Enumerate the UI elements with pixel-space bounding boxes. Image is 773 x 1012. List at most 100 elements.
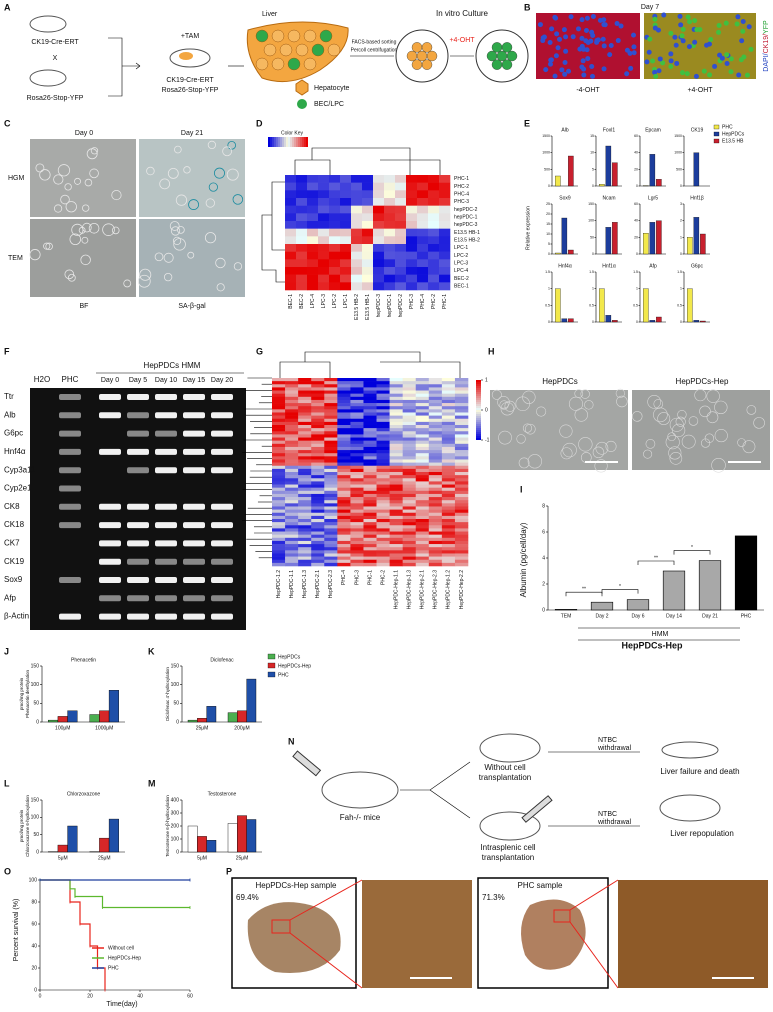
bar (206, 706, 217, 723)
heatmap-cell (311, 446, 325, 451)
cell (111, 189, 122, 201)
bar (643, 288, 649, 323)
heatmap-cell (417, 259, 429, 268)
y-axis-label: Phenacetin deethylation (25, 669, 30, 718)
y-tick-label: 60 (634, 202, 638, 206)
heatmap-cell (311, 428, 325, 432)
heatmap-cell (318, 175, 330, 183)
heatmap-cell (389, 547, 403, 551)
cell (232, 194, 244, 205)
heatmap-cell (441, 531, 456, 535)
significance: * (619, 584, 621, 590)
nucleus (644, 59, 650, 65)
label: 69.4% (236, 893, 259, 902)
heatmap-cell (402, 512, 417, 517)
heatmap-cell (311, 418, 325, 423)
heatmap-cell (298, 553, 312, 557)
heatmap-cell (402, 493, 417, 498)
color-scale (476, 424, 481, 426)
color-scale (476, 412, 481, 414)
heatmap-cell (350, 493, 364, 498)
heatmap-cell (402, 390, 417, 394)
heatmap-cell (363, 556, 377, 561)
heatmap-cell (285, 472, 299, 476)
heatmap-cell (373, 221, 385, 229)
cell (167, 167, 179, 179)
heatmap-cell (272, 522, 286, 526)
cell (592, 446, 605, 459)
heatmap-cell (428, 182, 440, 191)
heatmap-cell (389, 503, 403, 507)
nucleus (701, 68, 707, 74)
heatmap-cell (402, 544, 417, 548)
heatmap-cell (298, 440, 312, 445)
heatmap-cell (350, 406, 364, 410)
cell (568, 396, 584, 411)
heatmap-cell (350, 537, 364, 542)
color-scale (476, 416, 481, 418)
y-tick-label: 0 (592, 252, 594, 256)
scale-tick-label: 0 (485, 407, 488, 413)
heatmap-cell (340, 228, 352, 237)
heatmap-cell (311, 384, 325, 388)
heatmap-cell (402, 384, 417, 388)
band (59, 412, 81, 419)
heatmap-cell (307, 190, 319, 199)
heatmap-cell (376, 412, 390, 416)
cell (688, 416, 699, 426)
heatmap-cell (441, 540, 456, 545)
panel-i: I Albumin (pg/cell/day) HMM HepPDCs-Hep … (519, 484, 764, 650)
heatmap-cell (376, 437, 390, 441)
heatmap-cell (389, 465, 403, 470)
nucleus (680, 26, 686, 32)
heatmap-cell (417, 282, 429, 291)
heatmap-cell (384, 274, 396, 283)
heatmap-cell (272, 443, 286, 448)
heatmap-cell (441, 456, 456, 460)
color-key (272, 137, 274, 147)
heatmap-cell (350, 412, 364, 416)
nucleus (657, 56, 663, 62)
heatmap-cell (402, 490, 417, 495)
band (127, 394, 149, 400)
col-label: PHC-2 (431, 294, 437, 309)
heatmap-cell (296, 244, 308, 252)
heatmap-cell (441, 478, 456, 482)
y-tick-label: 500 (676, 167, 682, 171)
heatmap-cell (296, 198, 308, 206)
heatmap-cell (441, 381, 456, 385)
band (127, 430, 149, 437)
heatmap-cell (441, 418, 456, 423)
band (127, 503, 149, 510)
gene-label: CK8 (4, 502, 20, 511)
heatmap-cell (402, 528, 417, 532)
heatmap-cell (363, 528, 377, 532)
heatmap-cell (272, 487, 286, 492)
heatmap-cell (337, 553, 351, 557)
nucleus (552, 14, 558, 20)
heatmap-cell (329, 175, 341, 183)
cell (172, 236, 182, 245)
heatmap-cell (454, 500, 469, 504)
nucleus (631, 32, 637, 38)
heatmap-cell (439, 251, 451, 260)
heatmap-cell (376, 431, 390, 435)
heatmap-cell (296, 175, 308, 183)
heatmap-cell (272, 478, 286, 482)
group-label: HepPDCs-Hep (621, 640, 683, 650)
heatmap-cell (428, 403, 443, 407)
heatmap-cell (272, 493, 286, 498)
heatmap-cell (428, 425, 443, 429)
label: -4-OHT (576, 87, 600, 94)
heatmap-cell (376, 418, 390, 423)
heatmap-cell (337, 418, 351, 423)
heatmap-cell (363, 481, 377, 485)
bar (108, 690, 119, 723)
cell (653, 399, 664, 409)
heatmap-cell (324, 406, 338, 410)
heatmap-cell (337, 434, 351, 438)
heatmap-cell (329, 244, 341, 252)
heatmap-cell (406, 274, 418, 283)
bar (187, 719, 198, 723)
cell (173, 238, 186, 251)
